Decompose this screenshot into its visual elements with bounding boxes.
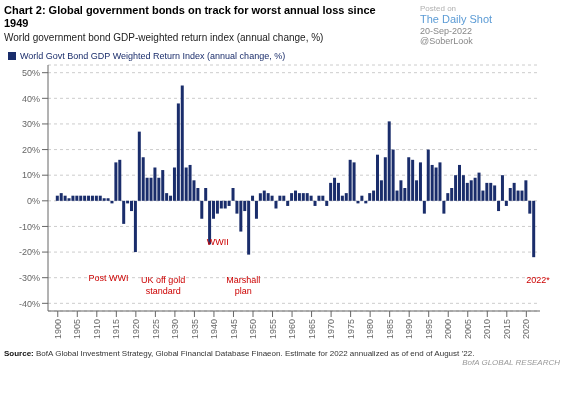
- svg-text:1985: 1985: [385, 319, 395, 339]
- svg-text:1910: 1910: [92, 319, 102, 339]
- html-text:Posted on: Posted on: [420, 4, 456, 13]
- svg-text:Marshallplan: Marshallplan: [226, 275, 260, 296]
- svg-text:1935: 1935: [190, 319, 200, 339]
- html-text:World government bond GDP-weig: World government bond GDP-weighted retur…: [4, 32, 324, 44]
- html-text:Source: BofA Global Investment: Source: BofA Global Investment Strategy,…: [4, 348, 475, 358]
- svg-text:20%: 20%: [22, 144, 40, 154]
- svg-text:1900: 1900: [53, 319, 63, 339]
- svg-text:-40%: -40%: [19, 298, 40, 308]
- svg-text:0%: 0%: [27, 196, 40, 206]
- svg-text:2000: 2000: [443, 319, 453, 339]
- html-text:The Daily Shot: The Daily Shot: [420, 13, 493, 26]
- svg-text:40%: 40%: [22, 93, 40, 103]
- svg-text:UK off goldstandard: UK off goldstandard: [141, 275, 185, 296]
- svg-text:-30%: -30%: [19, 272, 40, 282]
- svg-text:1955: 1955: [268, 319, 278, 339]
- svg-text:WWII: WWII: [207, 236, 229, 246]
- svg-text:1970: 1970: [326, 319, 336, 339]
- svg-text:30%: 30%: [22, 119, 40, 129]
- html-text:World Govt Bond GDP Weighted R: World Govt Bond GDP Weighted Return Inde…: [20, 50, 286, 61]
- svg-text:1965: 1965: [307, 319, 317, 339]
- svg-text:1905: 1905: [72, 319, 82, 339]
- svg-text:-20%: -20%: [19, 247, 40, 257]
- svg-text:-10%: -10%: [19, 221, 40, 231]
- svg-text:10%: 10%: [22, 170, 40, 180]
- html-text:BofA GLOBAL RESEARCH: BofA GLOBAL RESEARCH: [462, 358, 560, 368]
- svg-text:2022*: 2022*: [526, 275, 550, 285]
- svg-text:1940: 1940: [209, 319, 219, 339]
- svg-text:1945: 1945: [229, 319, 239, 339]
- svg-text:1990: 1990: [404, 319, 414, 339]
- svg-text:1975: 1975: [346, 319, 356, 339]
- html-text:20-Sep-2022: 20-Sep-2022: [420, 25, 472, 36]
- svg-text:2010: 2010: [482, 319, 492, 339]
- svg-text:1930: 1930: [170, 319, 180, 339]
- html-text:@SoberLook: @SoberLook: [420, 36, 473, 47]
- svg-text:1915: 1915: [111, 319, 121, 339]
- html-text:Chart 2: Global government bon: Chart 2: Global government bonds on trac…: [4, 4, 376, 30]
- svg-text:1925: 1925: [151, 319, 161, 339]
- svg-text:2020: 2020: [521, 319, 531, 339]
- svg-text:1995: 1995: [424, 319, 434, 339]
- svg-text:2005: 2005: [463, 319, 473, 339]
- svg-text:1950: 1950: [248, 319, 258, 339]
- svg-text:Post WWI: Post WWI: [89, 272, 129, 282]
- svg-text:1980: 1980: [365, 319, 375, 339]
- svg-text:50%: 50%: [22, 67, 40, 77]
- svg-text:1960: 1960: [287, 319, 297, 339]
- svg-text:2015: 2015: [502, 319, 512, 339]
- svg-text:1920: 1920: [131, 319, 141, 339]
